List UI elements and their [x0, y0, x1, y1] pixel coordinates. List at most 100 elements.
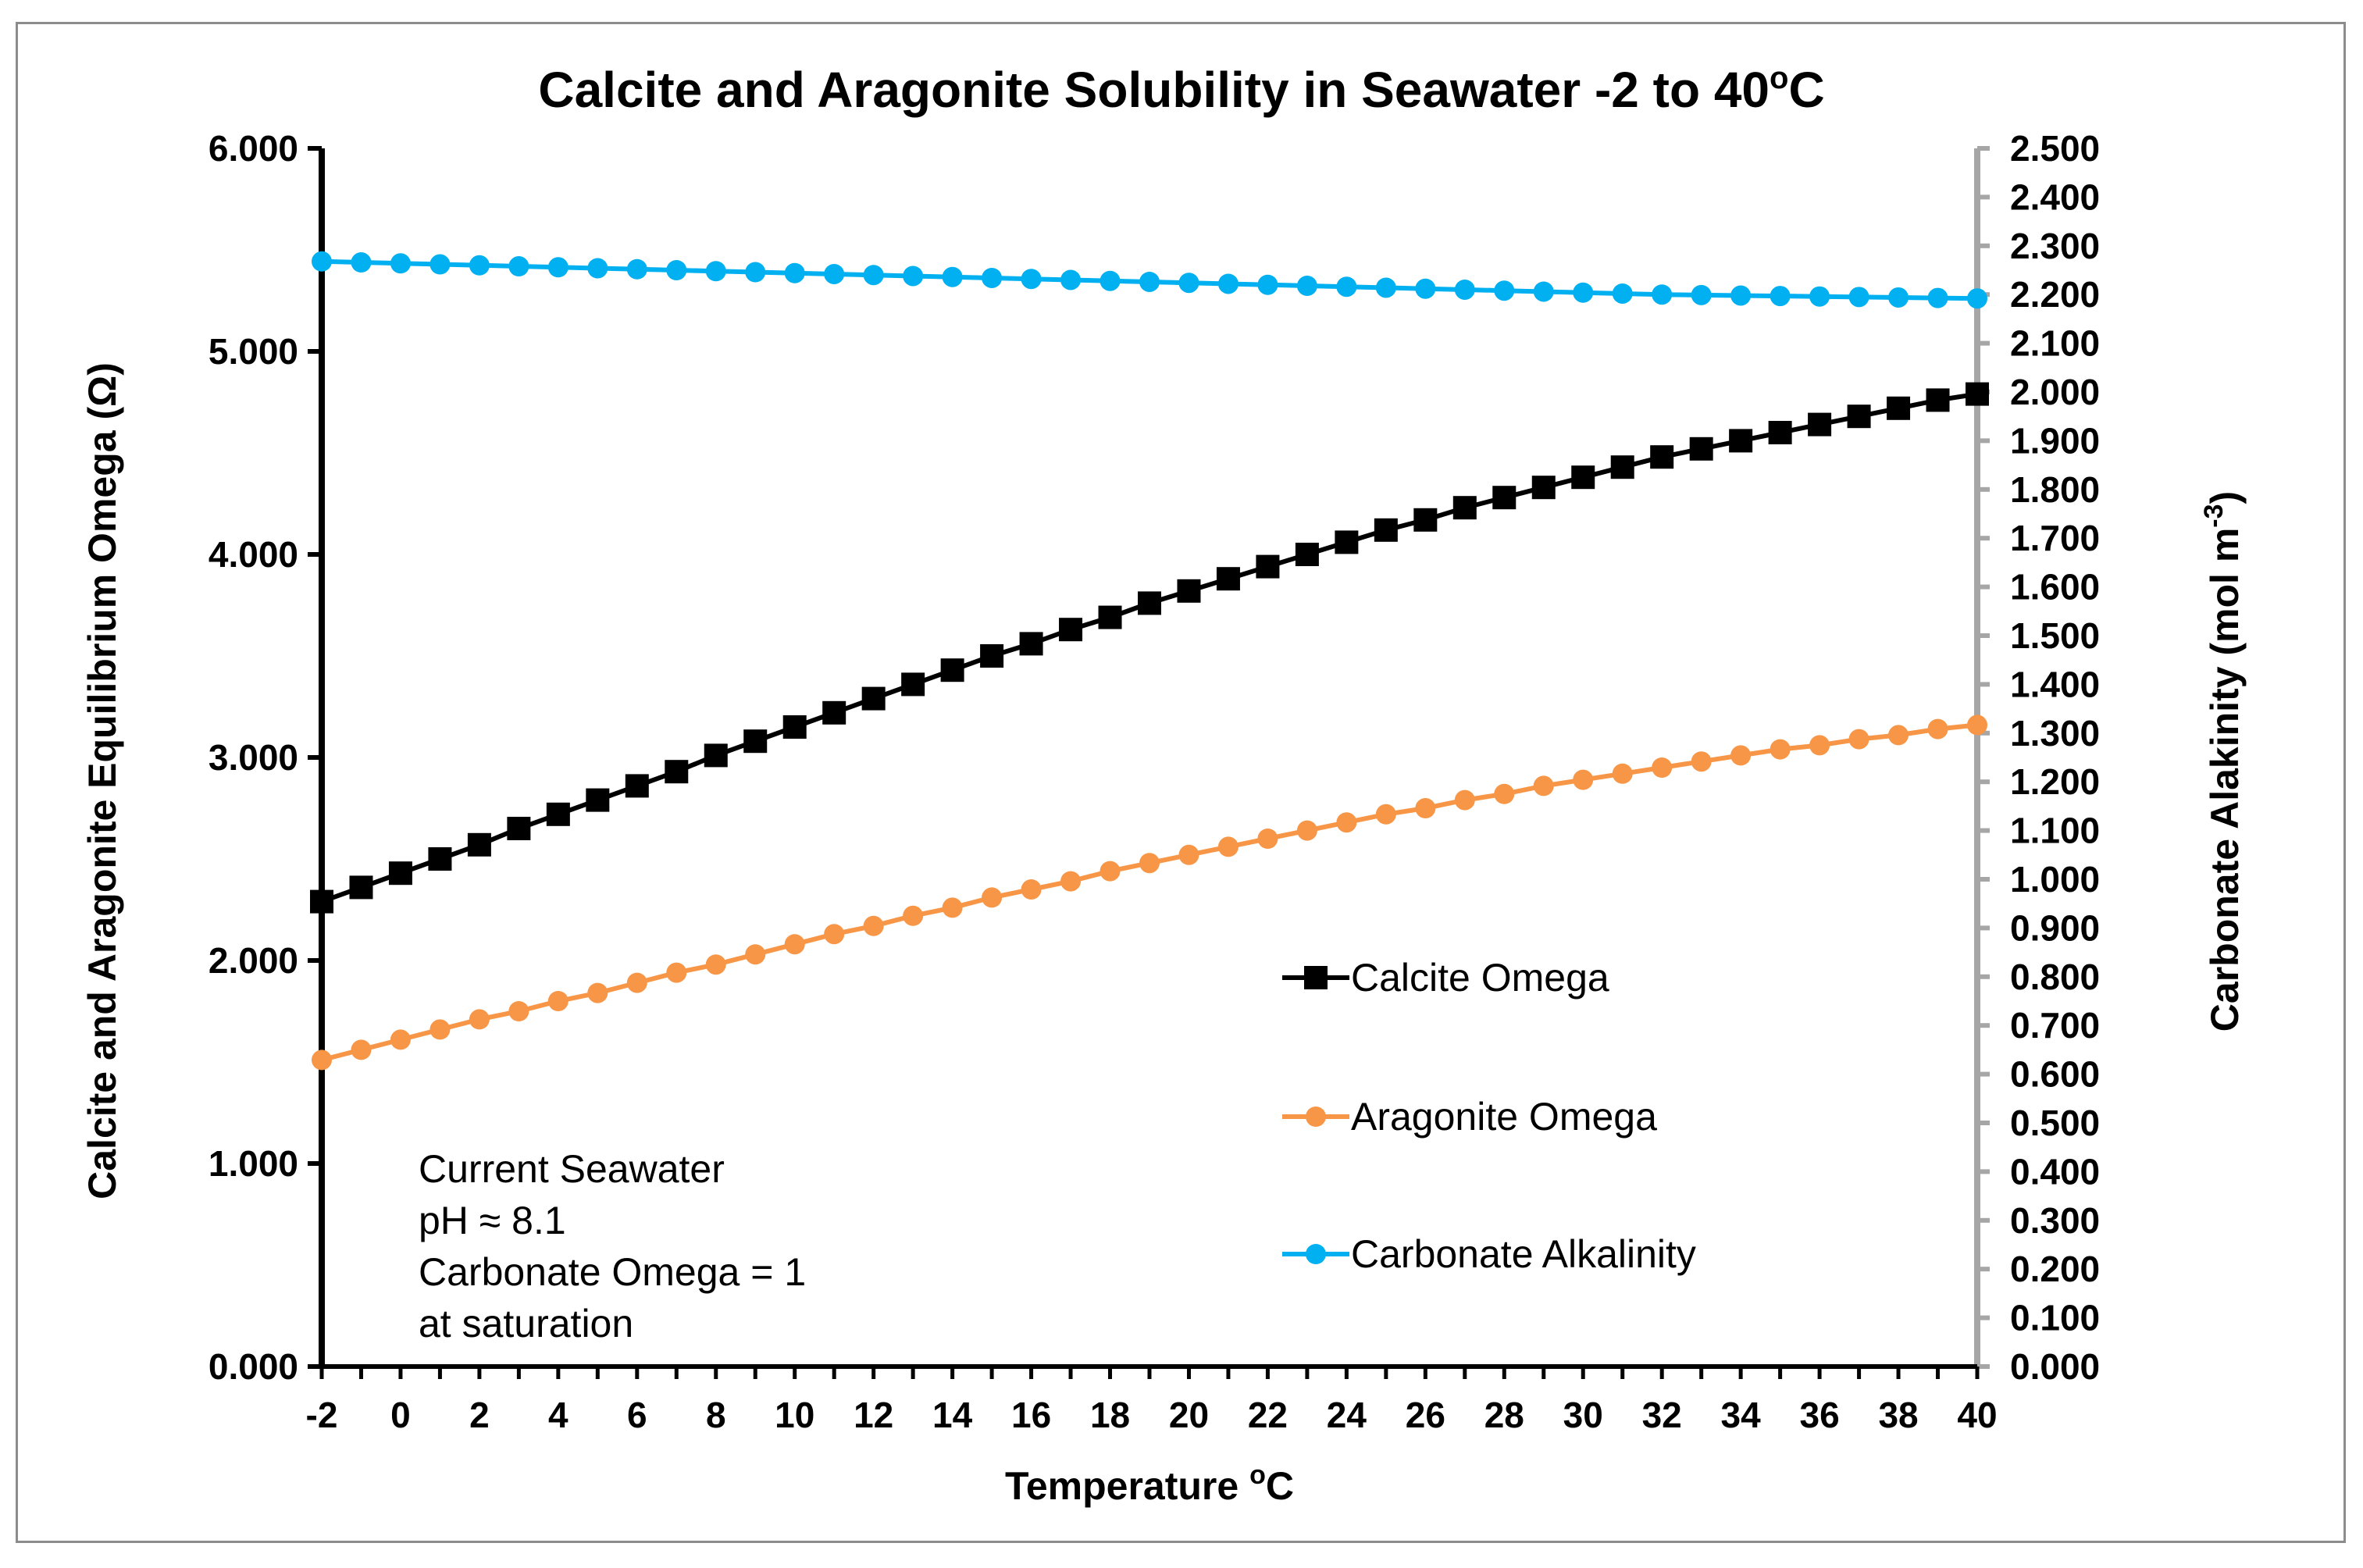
data-point-calcite-omega	[1335, 530, 1359, 554]
y-axis-title: Calcite and Aragonite Equilibrium Omega …	[80, 362, 124, 1199]
data-point-aragonite-omega	[547, 991, 568, 1011]
y2-tick-label: 2.100	[2010, 323, 2100, 364]
legend-item-calcite-omega: Calcite Omega	[1282, 956, 1609, 1000]
annotation-line-1: Current Seawater	[419, 1147, 725, 1191]
y2-tick-labels: 0.000 0.100 0.200 0.300 0.400 0.500 0.600 0.700…	[2010, 128, 2100, 1387]
data-point-calcite-omega	[980, 644, 1004, 668]
data-point-carbonate-alkalinity	[1927, 287, 1948, 308]
data-point-carbonate-alkalinity	[429, 254, 451, 275]
data-point-aragonite-omega	[903, 905, 924, 926]
data-point-aragonite-omega	[1454, 789, 1475, 811]
data-point-calcite-omega	[704, 743, 728, 768]
x-tick-label: 10	[775, 1395, 814, 1435]
y-tick-label: 4.000	[208, 534, 298, 575]
x-tick-label: 12	[854, 1395, 893, 1435]
y-tick-label: 1.000	[208, 1143, 298, 1184]
y2-tick-label: 2.400	[2010, 176, 2100, 217]
chart-title: Calcite and Aragonite Solubility in Seaw…	[538, 61, 1824, 118]
data-point-aragonite-omega	[666, 962, 687, 983]
y2-axis-title: Carbonate Alakinity (mol m-3)	[2199, 491, 2247, 1032]
data-point-carbonate-alkalinity	[1770, 286, 1791, 307]
x-tick-label: 2	[469, 1395, 490, 1435]
x-tick-label: 8	[706, 1395, 726, 1435]
x-tick-label: 20	[1169, 1395, 1209, 1435]
series-line-aragonite-omega	[321, 722, 1978, 1063]
data-point-carbonate-alkalinity	[587, 258, 608, 279]
data-point-carbonate-alkalinity	[1415, 278, 1436, 299]
legend-label: Aragonite Omega	[1351, 1095, 1657, 1139]
annotation-line-2: pH ≈ 8.1	[419, 1199, 566, 1242]
data-point-carbonate-alkalinity	[312, 251, 332, 272]
data-point-carbonate-alkalinity	[1730, 285, 1752, 306]
data-point-carbonate-alkalinity	[1021, 269, 1042, 290]
y2-tick-label: 1.600	[2010, 567, 2100, 608]
y2-tick-label: 2.200	[2010, 274, 2100, 315]
y2-axis-title-superscript: -3	[2199, 504, 2229, 527]
data-point-carbonate-alkalinity	[508, 256, 529, 277]
data-point-calcite-omega	[1059, 618, 1083, 642]
data-point-carbonate-alkalinity	[903, 265, 924, 287]
data-point-carbonate-alkalinity	[982, 267, 1003, 288]
x-tick-label: 14	[932, 1395, 973, 1435]
data-point-aragonite-omega	[1573, 769, 1594, 790]
data-point-carbonate-alkalinity	[942, 266, 963, 287]
data-point-carbonate-alkalinity	[626, 258, 647, 280]
data-point-aragonite-omega	[312, 1049, 332, 1071]
data-point-aragonite-omega	[1612, 763, 1633, 784]
data-point-aragonite-omega	[1770, 739, 1791, 760]
data-point-aragonite-omega	[1888, 725, 1909, 746]
data-point-calcite-omega	[1138, 591, 1161, 615]
y2-tick-label: 0.900	[2010, 907, 2100, 948]
y2-tick-label: 0.500	[2010, 1103, 2100, 1143]
data-point-aragonite-omega	[745, 944, 766, 965]
y2-tick-label: 0.600	[2010, 1054, 2100, 1095]
data-point-carbonate-alkalinity	[1217, 273, 1239, 294]
data-point-calcite-omega	[507, 817, 531, 840]
series-aragonite-omega	[312, 715, 1987, 1071]
data-point-carbonate-alkalinity	[1533, 281, 1554, 302]
data-point-calcite-omega	[1413, 508, 1438, 532]
data-point-calcite-omega	[1768, 421, 1792, 444]
data-point-aragonite-omega	[942, 897, 963, 918]
data-point-aragonite-omega	[1021, 879, 1042, 900]
legend-marker	[1306, 1107, 1326, 1127]
data-point-aragonite-omega	[351, 1039, 372, 1060]
data-point-carbonate-alkalinity	[824, 263, 845, 284]
x-tick-label: 24	[1327, 1395, 1367, 1435]
data-point-carbonate-alkalinity	[1652, 284, 1673, 305]
data-point-aragonite-omega	[1691, 751, 1712, 772]
data-point-calcite-omega	[1098, 605, 1122, 629]
x-tick-label: 34	[1721, 1395, 1762, 1435]
legend-label: Calcite Omega	[1351, 956, 1609, 1000]
data-point-aragonite-omega	[390, 1029, 411, 1050]
data-point-carbonate-alkalinity	[745, 262, 766, 283]
data-point-aragonite-omega	[705, 954, 726, 975]
data-point-calcite-omega	[1808, 412, 1832, 437]
data-point-carbonate-alkalinity	[1612, 283, 1633, 304]
data-point-aragonite-omega	[1533, 775, 1554, 796]
data-point-calcite-omega	[665, 760, 689, 784]
data-point-aragonite-omega	[508, 1001, 529, 1021]
data-point-calcite-omega	[467, 832, 491, 857]
data-point-calcite-omega	[428, 847, 452, 871]
y2-tick-label: 0.300	[2010, 1200, 2100, 1241]
y2-axis-title-suffix: )	[2203, 491, 2247, 504]
y2-tick-label: 1.500	[2010, 615, 2100, 656]
data-point-aragonite-omega	[469, 1009, 490, 1030]
data-point-carbonate-alkalinity	[1454, 279, 1475, 300]
y2-tick-label: 1.900	[2010, 420, 2100, 461]
x-tick-label: 16	[1011, 1395, 1051, 1435]
data-point-carbonate-alkalinity	[1809, 286, 1830, 307]
data-point-carbonate-alkalinity	[469, 255, 490, 276]
data-point-aragonite-omega	[1927, 718, 1948, 739]
data-point-aragonite-omega	[587, 982, 608, 1003]
data-point-calcite-omega	[782, 715, 807, 739]
annotation-line-4: at saturation	[419, 1302, 633, 1345]
x-tick-label: 40	[1957, 1395, 1997, 1435]
annotation: Current Seawater pH ≈ 8.1 Carbonate Omeg…	[419, 1147, 806, 1345]
y-tick-label: 0.000	[208, 1346, 298, 1387]
y2-tick-label: 0.700	[2010, 1005, 2100, 1046]
annotation-line-3: Carbonate Omega = 1	[419, 1250, 806, 1294]
data-point-calcite-omega	[310, 889, 333, 914]
data-point-calcite-omega	[1729, 429, 1753, 453]
